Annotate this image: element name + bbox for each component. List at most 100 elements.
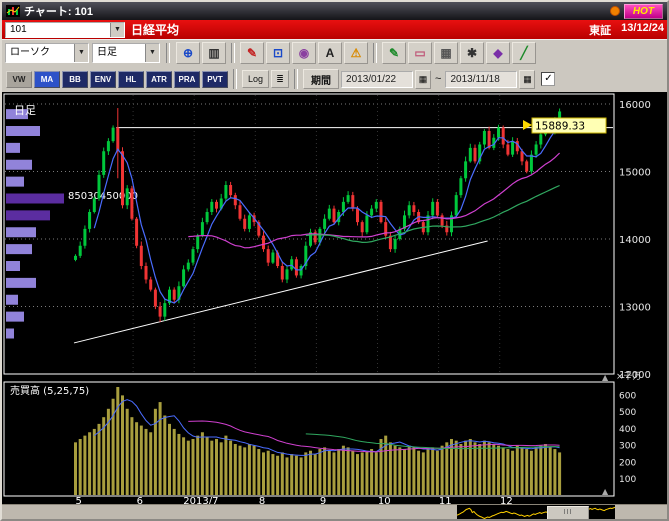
zoom-range-icon: ⊡ [272,46,284,60]
volume-bar [407,445,411,495]
volume-axis-label: 400 [619,425,636,435]
volume-bar [144,428,148,495]
chevron-down-icon[interactable]: ▼ [145,44,159,62]
indicator-button-vw[interactable]: VW [6,70,32,88]
indicator-button-bb[interactable]: BB [62,70,88,88]
indicator-button-atr[interactable]: ATR [146,70,172,88]
indicator-button-hl[interactable]: HL [118,70,144,88]
indicator-button-env[interactable]: ENV [90,70,116,88]
last-price-label: 15889.33 [535,121,585,133]
chart-canvas[interactable]: 16000 15000 14000 13000 12000 850304500001588… [2,92,667,504]
stamp-button[interactable]: ◉ [292,42,316,64]
candle [511,141,515,155]
candle [473,147,477,162]
palette-button[interactable]: ◆ [486,42,510,64]
chart-type-select[interactable]: ローソク ▼ [5,43,89,63]
trend-line[interactable] [73,240,488,344]
candle [262,235,265,250]
volume-bar [553,449,557,495]
volume-bar [280,452,284,495]
horizontal-scrollbar[interactable]: III [2,504,667,519]
x-axis-label: 5 [76,496,82,504]
period-button[interactable]: 期間 [303,69,340,89]
candle [534,144,538,155]
text-tool-icon: A [325,46,335,60]
calendar-icon[interactable]: ▦ [519,69,536,89]
log-scale-button[interactable]: Log [242,70,270,88]
volume-bar [459,444,463,495]
indicator-button-pvt[interactable]: PVT [202,70,228,88]
volume-bar [229,440,233,495]
interval-select[interactable]: 日足 ▼ [92,43,160,63]
candle [153,289,157,307]
volume-unit-label: ×千万 [616,371,642,382]
status-dot-icon [609,6,620,16]
volume-bar [224,435,228,495]
volume-bar [257,449,261,495]
main-plot[interactable]: 85030450000 [6,108,613,344]
alert-button[interactable]: ⚠ [344,42,368,64]
candle [558,111,562,121]
x-axis-label: 10 [378,496,391,504]
candle [299,266,303,276]
candle [454,195,458,216]
eraser-button[interactable]: ▭ [408,42,432,64]
candle [431,201,435,216]
y-axis-label: 16000 [619,100,651,111]
candle [497,127,500,138]
date-from-field[interactable]: 2013/01/22 [341,70,414,88]
indicator-button-ma[interactable]: MA [34,70,60,88]
candle [360,222,364,233]
draw-pencil-button[interactable]: ✎ [382,42,406,64]
candle [135,218,139,246]
candle [318,228,322,243]
volume-bar [92,428,96,495]
volume-bar [266,450,270,495]
y-axis-label: 15000 [619,168,651,179]
palette-icon: ◆ [493,46,503,60]
candle [337,212,341,223]
symbol-code-value: 101 [6,22,110,37]
candle [539,134,543,145]
calendar-icon[interactable]: ▦ [415,69,432,89]
settings-button[interactable]: ✱ [460,42,484,64]
y-axis-label: 14000 [619,235,651,246]
volume-bar [177,433,181,495]
zoom-in-button[interactable]: ⊕ [176,42,200,64]
volume-bar [506,449,510,495]
hot-button[interactable]: HOT [623,3,663,19]
scrollbar-thumb[interactable]: III [547,506,589,519]
draw-line-red-button[interactable]: ✎ [240,42,264,64]
exchange-label: 東証 [589,24,612,37]
candle [374,201,378,209]
volume-bar [445,442,449,495]
volume-bar [412,447,416,495]
chevron-down-icon[interactable]: ▼ [74,44,88,62]
candle [144,266,148,280]
volume-plot[interactable] [74,386,562,496]
symbol-code-select[interactable]: 101 ▼ [5,21,125,38]
zoom-range-button[interactable]: ⊡ [266,42,290,64]
scale-mode-button[interactable]: ≣ [271,70,290,88]
candle [205,212,209,223]
chevron-down-icon[interactable]: ▼ [110,22,124,37]
indicator-button-pra[interactable]: PRA [174,70,200,88]
candle [501,127,505,145]
toolbar-separator [231,43,235,63]
text-tool-button[interactable]: A [318,42,342,64]
chart-type-value: ローソク [6,44,74,62]
chart-window-button[interactable]: ▥ [202,42,226,64]
y-axis-label: 12000 [619,370,651,381]
candle [356,208,359,223]
volume-bar [515,445,519,495]
volume-bar [294,455,298,495]
grid-button[interactable]: ▦ [434,42,458,64]
candle [365,215,369,233]
apply-checkbox[interactable]: ✓ [541,72,556,86]
candle [139,245,143,266]
trend-chart-button[interactable]: ╱ [512,42,536,64]
candle [525,161,529,172]
volume-bar [454,440,458,495]
date-to-field[interactable]: 2013/11/18 [445,70,518,88]
window-title: チャート: 101 [24,6,93,18]
